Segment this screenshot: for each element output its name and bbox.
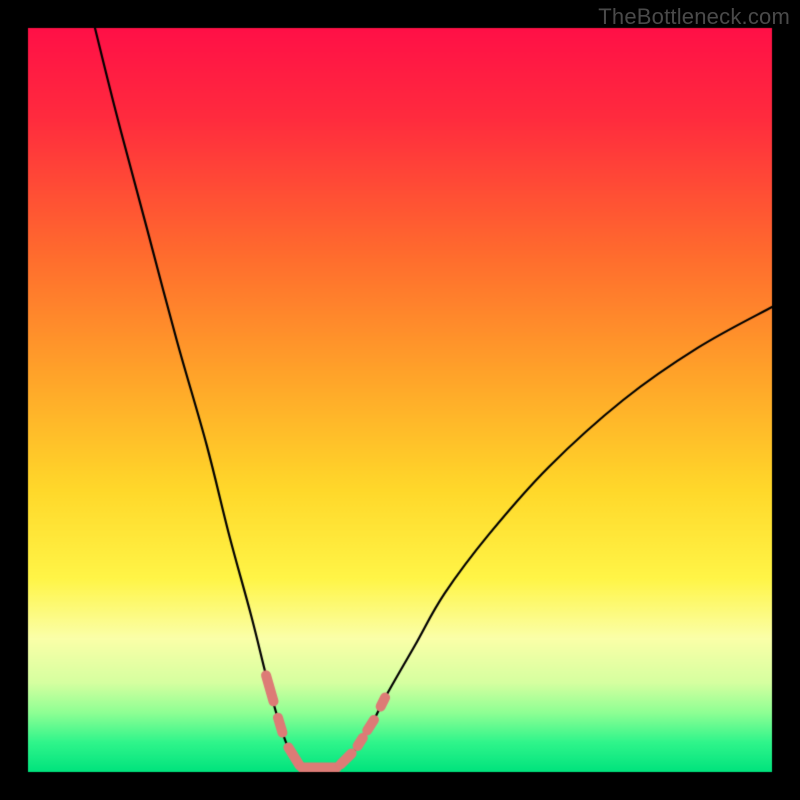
- watermark-text: TheBottleneck.com: [598, 4, 790, 30]
- bottleneck-curve-chart: [0, 0, 800, 800]
- chart-container: TheBottleneck.com: [0, 0, 800, 800]
